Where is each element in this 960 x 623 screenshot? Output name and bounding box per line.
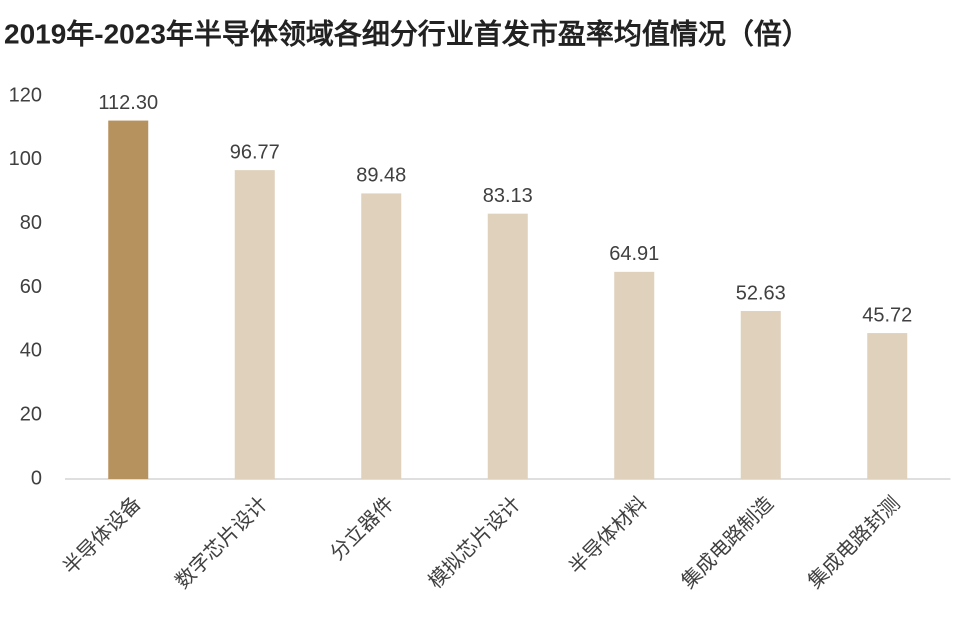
x-tick-label: 模拟芯片设计 (424, 492, 525, 593)
x-tick-label: 半导体材料 (565, 492, 652, 579)
bar (867, 333, 908, 479)
y-tick-label: 80 (20, 212, 42, 234)
x-tick-label: 集成电路制造 (677, 492, 778, 593)
y-tick-label: 120 (9, 84, 42, 106)
bar (234, 170, 275, 480)
bar (487, 213, 528, 479)
y-tick-label: 20 (20, 403, 42, 425)
x-tick-label: 分立器件 (326, 492, 399, 565)
value-label: 112.30 (98, 92, 158, 114)
bar (614, 271, 655, 479)
bar (361, 193, 402, 479)
value-label: 52.63 (736, 282, 786, 304)
y-tick-label: 100 (9, 148, 42, 170)
value-label: 64.91 (609, 243, 659, 265)
value-label: 89.48 (356, 165, 406, 187)
x-tick-label: 半导体设备 (59, 492, 146, 579)
value-label: 45.72 (862, 304, 912, 326)
y-tick-label: 40 (20, 340, 42, 362)
chart-title: 2019年-2023年半导体领域各细分行业首发市盈率均值情况（倍） (4, 17, 810, 49)
y-tick-label: 0 (31, 467, 42, 489)
y-tick-label: 60 (20, 276, 42, 298)
bar (108, 120, 149, 479)
x-tick-label: 数字芯片设计 (171, 492, 272, 593)
x-tick-label: 集成电路封测 (803, 492, 904, 593)
bar (740, 311, 781, 479)
value-label: 83.13 (483, 185, 533, 207)
value-label: 96.77 (230, 141, 280, 163)
